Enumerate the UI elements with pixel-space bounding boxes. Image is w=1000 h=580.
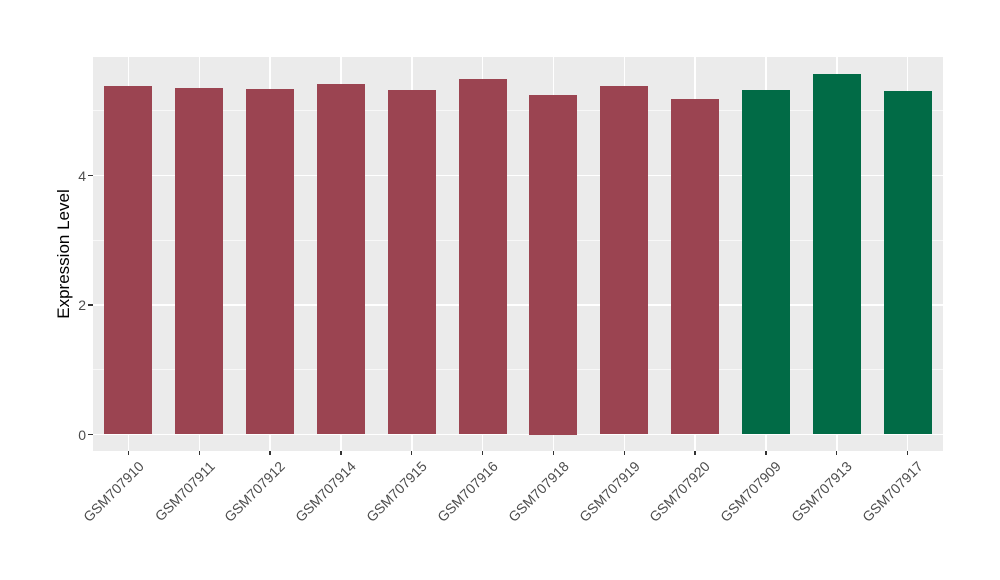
y-tick-label-2: 2 bbox=[78, 297, 86, 313]
bar-GSM707913 bbox=[812, 73, 861, 435]
x-tick-label-GSM707914: GSM707914 bbox=[292, 458, 360, 525]
y-tick-label-4: 4 bbox=[78, 167, 86, 184]
bar-GSM707920 bbox=[671, 99, 720, 435]
x-tick-mark-GSM707915 bbox=[411, 451, 413, 455]
bar-GSM707917 bbox=[883, 91, 932, 435]
bar-GSM707909 bbox=[741, 90, 790, 435]
bar-GSM707911 bbox=[175, 88, 224, 435]
x-tick-mark-GSM707910 bbox=[127, 451, 130, 455]
x-tick-label-GSM707916: GSM707916 bbox=[434, 458, 501, 525]
x-tick-mark-GSM707919 bbox=[623, 451, 625, 455]
bar-GSM707915 bbox=[387, 90, 436, 435]
x-tick-mark-GSM707918 bbox=[552, 451, 555, 455]
bar-GSM707912 bbox=[246, 88, 295, 435]
bar-GSM707914 bbox=[316, 83, 365, 435]
x-tick-mark-GSM707914 bbox=[340, 451, 342, 455]
y-tick-label-0: 0 bbox=[78, 426, 86, 443]
x-tick-label-GSM707912: GSM707912 bbox=[221, 458, 289, 525]
gridline-major-y2 bbox=[93, 304, 943, 306]
gridline-minor-y1 bbox=[93, 369, 943, 371]
gridline-major-y4 bbox=[93, 174, 943, 177]
bar-GSM707919 bbox=[600, 86, 649, 435]
y-tick-mark-4 bbox=[88, 174, 93, 177]
x-tick-label-GSM707917: GSM707917 bbox=[859, 458, 926, 525]
x-tick-label-GSM707913: GSM707913 bbox=[788, 458, 856, 525]
bar-GSM707918 bbox=[529, 94, 578, 435]
x-tick-mark-GSM707909 bbox=[765, 451, 767, 455]
x-tick-mark-GSM707916 bbox=[481, 451, 484, 455]
x-tick-label-GSM707910: GSM707910 bbox=[79, 458, 147, 525]
x-tick-label-GSM707918: GSM707918 bbox=[504, 458, 572, 525]
x-tick-label-GSM707911: GSM707911 bbox=[151, 458, 218, 525]
x-tick-mark-GSM707920 bbox=[694, 451, 696, 455]
bar-GSM707916 bbox=[458, 79, 507, 435]
gridline-minor-y5 bbox=[93, 110, 943, 112]
x-tick-mark-GSM707911 bbox=[198, 451, 200, 455]
plot-panel bbox=[93, 57, 943, 451]
x-tick-mark-GSM707917 bbox=[906, 451, 909, 455]
y-tick-mark-2 bbox=[88, 304, 93, 306]
gridline-minor-y3 bbox=[93, 239, 943, 241]
bar-GSM707910 bbox=[104, 86, 153, 435]
x-tick-mark-GSM707912 bbox=[269, 451, 271, 455]
x-tick-label-GSM707909: GSM707909 bbox=[717, 458, 785, 525]
x-tick-label-GSM707919: GSM707919 bbox=[575, 458, 643, 525]
x-tick-mark-GSM707913 bbox=[836, 451, 838, 455]
x-tick-label-GSM707915: GSM707915 bbox=[363, 458, 431, 525]
x-tick-label-GSM707920: GSM707920 bbox=[646, 458, 714, 525]
gridline-major-y0 bbox=[93, 433, 943, 436]
y-tick-mark-0 bbox=[88, 433, 93, 436]
